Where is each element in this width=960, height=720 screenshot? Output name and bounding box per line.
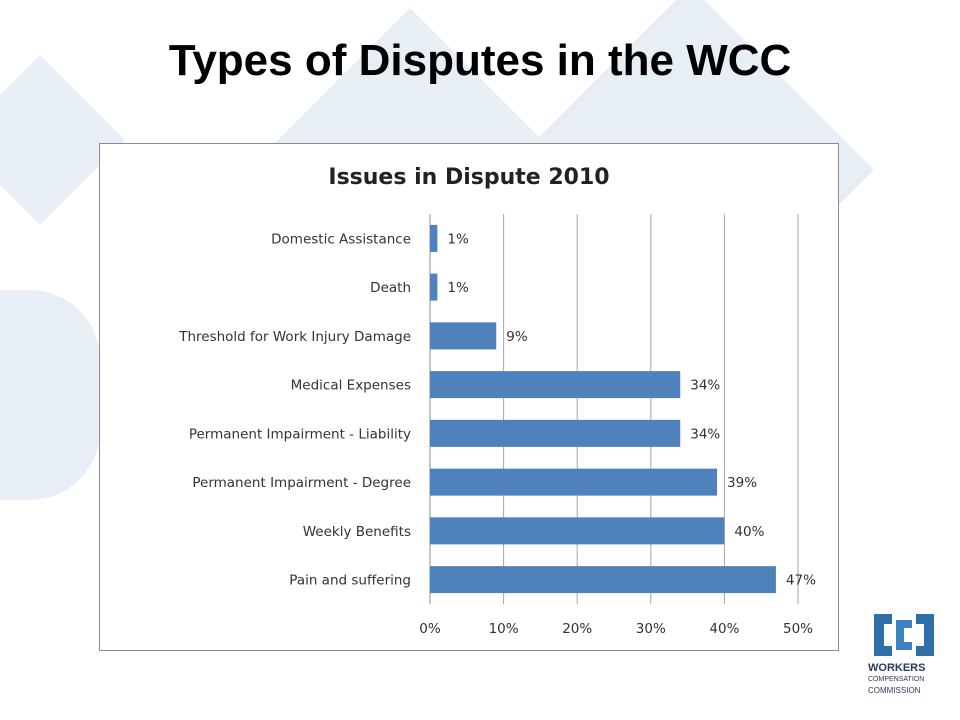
chart-value-labels: 1% 1% 9% 34% 34% 39% 40% 47% bbox=[447, 231, 816, 588]
x-tick-label: 30% bbox=[636, 621, 666, 637]
data-label: 1% bbox=[447, 280, 469, 296]
bar-chart: Issues in Dispute 2010 Domestic Assistan… bbox=[178, 165, 816, 637]
bar bbox=[430, 322, 497, 350]
x-tick-label: 50% bbox=[783, 621, 813, 637]
workers-compensation-commission-logo: WORKERS COMPENSATION COMMISSION bbox=[868, 610, 940, 702]
data-label: 47% bbox=[786, 573, 816, 589]
logo-text-compensation: COMPENSATION bbox=[868, 676, 925, 683]
chart-category-labels: Domestic Assistance Death Threshold for Wo… bbox=[178, 231, 411, 588]
bar bbox=[430, 419, 681, 447]
category-label: Domestic Assistance bbox=[271, 231, 411, 247]
bar bbox=[430, 371, 681, 399]
data-label: 40% bbox=[734, 524, 764, 540]
x-tick-label: 20% bbox=[562, 621, 592, 637]
bar bbox=[430, 517, 725, 545]
x-tick-label: 10% bbox=[489, 621, 519, 637]
category-label: Permanent Impairment - Liability bbox=[189, 426, 411, 442]
background-left-shape bbox=[0, 290, 100, 500]
chart-title: Issues in Dispute 2010 bbox=[328, 165, 609, 190]
data-label: 1% bbox=[447, 231, 469, 247]
bar bbox=[430, 468, 718, 496]
slide-title: Types of Disputes in the WCC bbox=[168, 36, 792, 85]
chart-frame: Issues in Dispute 2010 Domestic Assistan… bbox=[99, 143, 839, 651]
logo-text-commission: COMMISSION bbox=[868, 686, 921, 695]
data-label: 39% bbox=[727, 475, 757, 491]
category-label: Permanent Impairment - Degree bbox=[192, 475, 411, 491]
data-label: 34% bbox=[690, 426, 720, 442]
category-label: Pain and suffering bbox=[289, 573, 411, 589]
category-label: Medical Expenses bbox=[291, 378, 411, 394]
logo-text-workers: WORKERS bbox=[868, 662, 926, 674]
category-label: Death bbox=[370, 280, 411, 296]
data-label: 34% bbox=[690, 378, 720, 394]
x-tick-label: 40% bbox=[709, 621, 739, 637]
bar bbox=[430, 273, 438, 301]
wcc-logo-icon bbox=[874, 614, 934, 656]
bar bbox=[430, 566, 776, 594]
chart-bars bbox=[430, 224, 776, 594]
category-label: Threshold for Work Injury Damage bbox=[178, 329, 411, 345]
data-label: 9% bbox=[506, 329, 528, 345]
chart-x-axis: 0% 10% 20% 30% 40% 50% bbox=[419, 621, 813, 637]
category-label: Weekly Benefits bbox=[303, 524, 411, 540]
bar bbox=[430, 224, 438, 252]
chart-gridlines bbox=[429, 214, 799, 604]
x-tick-label: 0% bbox=[419, 621, 441, 637]
